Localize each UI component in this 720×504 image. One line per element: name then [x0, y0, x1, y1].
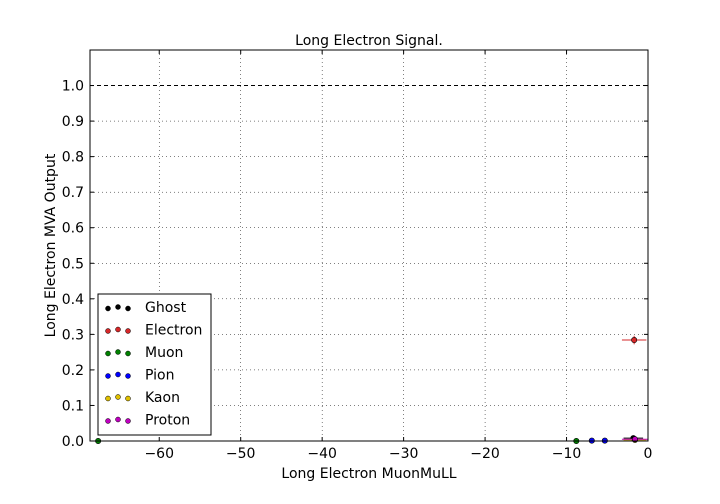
x-tick-label: −40 [307, 446, 337, 462]
plot-frame [89, 49, 649, 442]
legend-marker-ghost [105, 305, 111, 312]
legend-marker-pion [105, 373, 111, 379]
legend-label-pion: Pion [145, 368, 174, 384]
legend-marker-electron [105, 328, 111, 334]
legend-marker-muon [105, 350, 111, 357]
legend-box [97, 293, 212, 436]
legend-marker-kaon [105, 395, 111, 402]
y-tick-label: 0.6 [62, 221, 84, 237]
legend-marker-electron [115, 326, 121, 333]
y-tick-label: 1.0 [62, 79, 84, 95]
legend-marker-ghost [125, 305, 131, 312]
legend-label-electron: Electron [145, 323, 202, 339]
legend-marker-muon [115, 349, 121, 355]
data-point-electron [631, 337, 638, 344]
legend-marker-ghost [115, 304, 121, 310]
chart-title: Long Electron Signal. [295, 33, 443, 49]
y-tick-label: 0.4 [62, 292, 84, 308]
y-tick-label: 0.9 [62, 114, 84, 130]
legend-label-muon: Muon [145, 345, 183, 361]
y-tick-label: 0.0 [62, 434, 84, 450]
legend-marker-pion [125, 373, 131, 379]
legend-marker-proton [105, 418, 111, 424]
legend: Ghost Electron Muon Pion Kaon Proton [97, 293, 212, 436]
y-tick-label: 0.7 [62, 185, 84, 201]
x-tick-label: 0 [644, 446, 653, 462]
legend-marker-kaon [125, 395, 131, 402]
y-tick-label: 0.3 [62, 327, 84, 343]
legend-label-kaon: Kaon [145, 390, 180, 406]
legend-marker-proton [115, 416, 121, 423]
legend-marker-proton [125, 418, 131, 424]
legend-marker-pion [115, 371, 121, 378]
x-tick-label: −30 [389, 446, 419, 462]
y-tick-label: 0.2 [62, 363, 84, 379]
legend-marker-kaon [115, 394, 121, 400]
legend-marker-electron [125, 328, 131, 334]
x-tick-label: −60 [144, 446, 174, 462]
axis-ticks: −60 −50 −40 −30 −20 −10 0 0.0 0.1 0.2 0.3 0.4 0.5 0.6… [62, 50, 653, 462]
y-tick-label: 0.5 [62, 256, 84, 272]
x-tick-label: −10 [552, 446, 582, 462]
x-tick-label: −20 [470, 446, 500, 462]
legend-label-ghost: Ghost [145, 300, 187, 316]
x-tick-label: −50 [226, 446, 256, 462]
y-tick-label: 0.1 [62, 398, 84, 414]
y-tick-label: 0.8 [62, 150, 84, 166]
legend-label-proton: Proton [145, 413, 190, 429]
legend-marker-muon [125, 350, 131, 357]
y-axis-label: Long Electron MVA Output [43, 153, 59, 337]
x-axis-label: Long Electron MuonMuLL [281, 466, 456, 482]
